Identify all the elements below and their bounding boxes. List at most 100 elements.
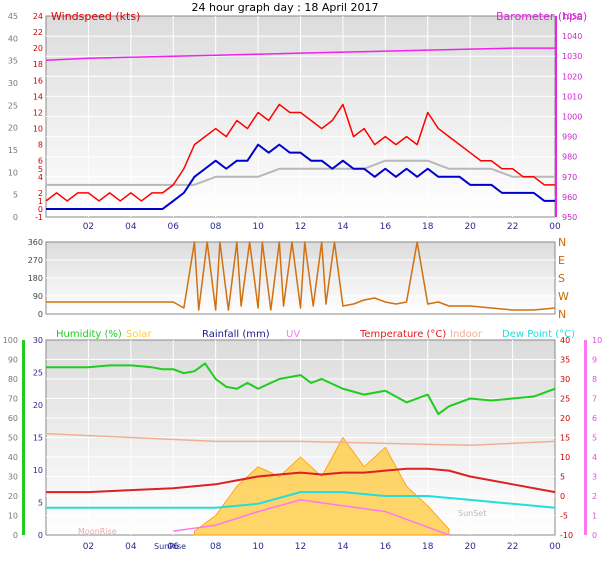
dew-point-line — [46, 491, 556, 509]
rain-tick-label: 10 — [33, 466, 43, 475]
uv-axis-bar — [584, 340, 587, 535]
uv-tick-label: 0 — [592, 531, 597, 540]
wind-tick-label: 16 — [33, 76, 43, 85]
humidity-tick-label: 60 — [8, 414, 18, 423]
wind-outer-tick-label: 10 — [8, 168, 18, 177]
wind-tick-label: 0 — [38, 205, 43, 214]
wind-direction-line — [46, 241, 556, 311]
compass-tick-label: N — [558, 236, 566, 249]
wind-tick-label: 14 — [33, 92, 43, 101]
uv-line — [173, 499, 450, 536]
direction-tick-label: 90 — [33, 292, 43, 301]
temperature-tick-label: 20 — [560, 414, 570, 423]
uv-tick-label: 2 — [592, 492, 597, 501]
wind-outer-tick-label: 45 — [8, 12, 18, 21]
direction-tick-label: 360 — [28, 238, 43, 247]
temperature-tick-label: 15 — [560, 434, 570, 443]
barometer-line — [45, 47, 555, 61]
annotation-label: SunRise — [154, 542, 186, 551]
barometer-tick-label: 1010 — [562, 92, 582, 101]
panel-direction-grid — [46, 259, 555, 297]
hour-tick-label: 14 — [337, 542, 349, 552]
temperature-tick-label: -10 — [560, 531, 573, 540]
hour-tick-label: 18 — [422, 222, 434, 232]
hour-tick-label: 06 — [168, 222, 180, 232]
indoor-line — [45, 432, 556, 447]
barometer-axis-bar — [555, 16, 557, 217]
panel-wind-grid — [46, 16, 555, 217]
wind-tick-label: 22 — [33, 28, 43, 37]
chart-title: 24 hour graph day : 18 April 2017 — [192, 1, 379, 14]
compass-tick-label: W — [558, 290, 569, 303]
temperature-tick-label: 25 — [560, 395, 570, 404]
temperature-tick-label: 40 — [560, 336, 570, 345]
uv-tick-label: 3 — [592, 473, 597, 482]
barometer-tick-label: 970 — [562, 173, 577, 182]
hour-tick-label: 14 — [337, 222, 349, 232]
humidity-tick-label: 30 — [8, 473, 18, 482]
humidity-line — [46, 362, 556, 416]
temperature-tick-label: 10 — [560, 453, 570, 462]
barometer-tick-label: 1040 — [562, 32, 582, 41]
barometer-label: Barometer (hpa) — [496, 10, 587, 23]
uv-tick-label: 9 — [592, 356, 597, 365]
hour-tick-label: 00 — [549, 542, 561, 552]
wind-outer-tick-label: 20 — [8, 124, 18, 133]
compass-tick-label: N — [558, 308, 566, 321]
legend-label: Solar — [126, 329, 152, 340]
barometer-tick-label: 1030 — [562, 52, 582, 61]
hour-tick-label: 00 — [549, 222, 561, 232]
wind-tick-label: 1 — [38, 197, 43, 206]
rain-tick-label: 15 — [33, 434, 43, 443]
rain-tick-label: 30 — [33, 336, 43, 345]
wind-outer-tick-label: 30 — [8, 79, 18, 88]
direction-degree-ticks: 0 90 180 270 360 — [28, 238, 43, 319]
temperature-tick-label: 30 — [560, 375, 570, 384]
wind-tick-label: 12 — [33, 108, 43, 117]
hour-tick-label: 08 — [210, 542, 222, 552]
wind-outer-tick-label: 0 — [13, 213, 18, 222]
hour-tick-label: 02 — [83, 222, 94, 232]
rain-tick-label: 5 — [38, 499, 43, 508]
windspeed-label: Windspeed (kts) — [51, 10, 140, 23]
legend-label: Dew Point (°C) — [502, 329, 575, 340]
barometer-ticks: 950 960 970 980 990 1000 1010 1020 1030 1040 1050 — [562, 12, 582, 222]
annotation-label: SunSet — [458, 509, 486, 518]
legend-label: Rainfall (mm) — [202, 329, 270, 340]
rain-tick-label: 25 — [33, 369, 43, 378]
humidity-tick-label: 40 — [8, 453, 18, 462]
wind-tick-label: 18 — [33, 60, 43, 69]
legend-label: UV — [286, 329, 300, 340]
uv-tick-label: 1 — [592, 512, 597, 521]
direction-series — [46, 241, 556, 311]
legend-label: Indoor — [450, 329, 483, 340]
wind-average-line — [46, 143, 555, 210]
wind-outer-tick-label: 35 — [8, 57, 18, 66]
wind-tick-label: 10 — [33, 125, 43, 134]
hour-tick-label: 20 — [464, 222, 476, 232]
barometer-tick-label: 1050 — [562, 12, 582, 21]
temperature-tick-label: 5 — [560, 473, 565, 482]
hour-tick-label: 10 — [252, 222, 264, 232]
wind-outer-tick-label: 40 — [8, 34, 18, 43]
rain-tick-label: 20 — [33, 401, 43, 410]
hour-tick-label: 08 — [210, 222, 222, 232]
humidity-annotations: MoonRise SunRise SunSet — [78, 509, 486, 551]
temperature-tick-label: 35 — [560, 356, 570, 365]
uv-tick-label: 8 — [592, 375, 597, 384]
wind-outer-tick-label: 5 — [13, 191, 18, 200]
uv-tick-label: 10 — [592, 336, 602, 345]
humidity-tick-label: 0 — [13, 531, 18, 540]
humidity-series — [45, 362, 556, 536]
humidity-tick-label: 20 — [8, 492, 18, 501]
rain-tick-label: 0 — [38, 531, 43, 540]
hour-tick-label: 22 — [507, 542, 518, 552]
hour-tick-label: 16 — [380, 222, 392, 232]
hour-tick-label: 12 — [295, 222, 306, 232]
barometer-tick-label: 960 — [562, 193, 577, 202]
uv-tick-label: 6 — [592, 414, 597, 423]
humidity-tick-label: 10 — [8, 512, 18, 521]
